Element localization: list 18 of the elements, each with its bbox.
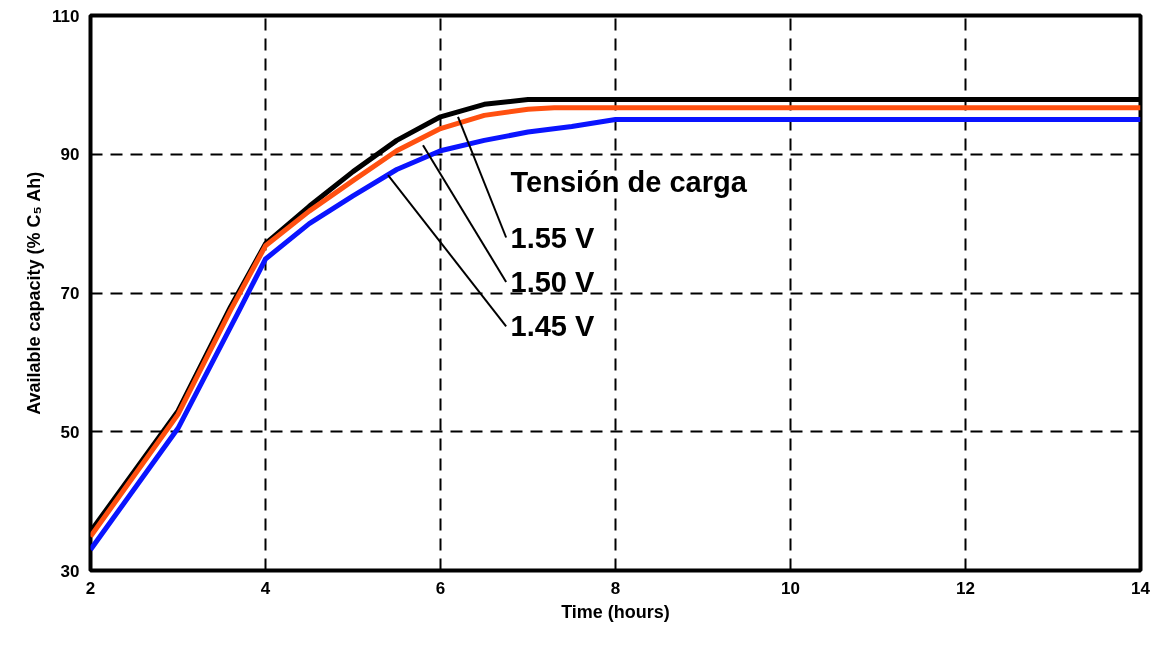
y-tick-label: 70 — [60, 284, 80, 303]
annotation: 1.50 V — [510, 265, 595, 298]
annotation: 1.55 V — [510, 221, 595, 254]
y-tick-label: 30 — [60, 561, 80, 581]
x-tick-label: 8 — [610, 578, 621, 598]
annotation: 1.45 V — [510, 310, 595, 343]
x-tick-label: 10 — [781, 578, 800, 598]
y-tick-label: 50 — [60, 422, 80, 442]
annotation: Tensión de carga — [510, 166, 748, 198]
y-tick-label: 110 — [52, 6, 80, 26]
x-tick-label: 14 — [1131, 578, 1151, 598]
x-tick-label: 4 — [260, 578, 271, 598]
y-axis-title: Available capacity (% C₅ Ah) — [24, 171, 45, 415]
x-tick-label: 12 — [956, 578, 975, 598]
x-tick-label: 2 — [85, 578, 96, 598]
x-tick-label: 6 — [435, 578, 446, 598]
y-tick-label: 90 — [60, 145, 80, 165]
x-axis-title: Time (hours) — [561, 601, 670, 622]
